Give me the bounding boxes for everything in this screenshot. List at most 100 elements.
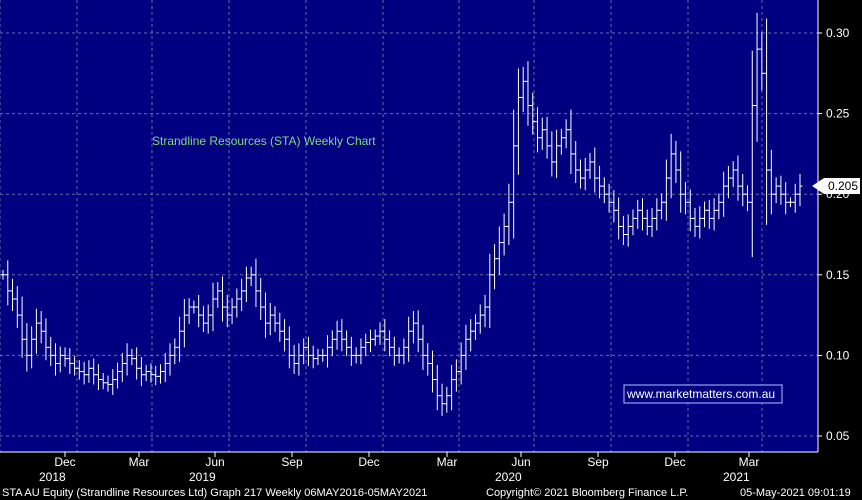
ohlc-bar xyxy=(453,359,459,392)
footer-left: STA AU Equity (Strandline Resources Ltd)… xyxy=(2,487,427,499)
ohlc-bar xyxy=(687,189,693,232)
ohlc-bar xyxy=(520,66,526,112)
ohlc-bar xyxy=(138,357,144,387)
y-tick-label: 0.30 xyxy=(826,26,850,40)
ohlc-bar xyxy=(344,330,350,357)
ohlc-bar xyxy=(434,365,440,411)
ohlc-bar xyxy=(573,141,579,183)
ohlc-bar xyxy=(291,344,297,374)
ohlc-bar xyxy=(382,319,388,352)
ohlc-bar xyxy=(367,329,373,353)
ohlc-bar xyxy=(396,347,402,364)
ohlc-bar xyxy=(501,213,507,256)
ohlc-bar xyxy=(692,207,698,237)
ohlc-bar xyxy=(186,298,192,324)
ohlc-bar xyxy=(19,296,25,358)
ohlc-bar xyxy=(592,147,598,193)
ohlc-bar xyxy=(749,50,755,258)
ohlc-bar xyxy=(649,207,655,237)
ohlc-bar xyxy=(119,352,125,382)
ohlc-bar xyxy=(778,175,784,205)
ohlc-bar xyxy=(205,304,211,334)
ohlc-bar xyxy=(682,182,688,215)
ohlc-bar xyxy=(277,312,283,342)
ohlc-bar xyxy=(620,215,626,245)
ohlc-bar xyxy=(43,318,49,361)
ohlc-bar xyxy=(167,343,173,376)
ohlc-bar xyxy=(52,343,58,376)
ohlc-bar xyxy=(644,209,650,236)
ohlc-bar xyxy=(29,326,35,369)
ohlc-bar xyxy=(196,294,202,328)
ohlc-bar xyxy=(678,151,684,213)
ohlc-bar xyxy=(286,326,292,369)
ohlc-bar xyxy=(76,360,82,380)
ohlc-bar xyxy=(172,338,178,365)
ohlc-bar xyxy=(640,198,646,231)
ohlc-bar xyxy=(711,198,717,231)
ohlc-bar xyxy=(663,159,669,221)
ohlc-bar xyxy=(420,324,426,370)
ohlc-bar xyxy=(496,226,502,275)
ohlc-bar xyxy=(243,266,249,303)
ohlc-bar xyxy=(544,116,550,159)
ohlc-bar xyxy=(129,348,135,366)
ohlc-bar xyxy=(220,276,226,322)
ohlc-bar xyxy=(487,253,493,328)
ohlc-bar xyxy=(334,320,340,350)
ohlc-bar xyxy=(310,345,316,369)
x-year-label: 2018 xyxy=(39,470,66,484)
ohlc-bar xyxy=(124,343,130,376)
x-month-label: Sep xyxy=(281,455,303,469)
ohlc-bar xyxy=(654,198,660,231)
ohlc-bar xyxy=(783,182,789,215)
ohlc-bar xyxy=(702,201,708,228)
ohlc-bar xyxy=(377,322,383,345)
x-year-label: 2019 xyxy=(189,470,216,484)
x-year-label: 2020 xyxy=(495,470,522,484)
y-tick-label: 0.25 xyxy=(826,107,850,121)
ohlc-bar xyxy=(506,183,512,245)
ohlc-bar xyxy=(315,348,321,366)
ohlc-bar xyxy=(659,193,665,220)
chart-title: Strandline Resources (STA) Weekly Chart xyxy=(152,134,376,148)
ohlc-bar xyxy=(239,278,245,312)
ohlc-bar xyxy=(530,92,536,135)
ohlc-bar xyxy=(635,199,641,229)
ohlc-bar xyxy=(14,286,20,328)
x-month-label: Jun xyxy=(205,455,224,469)
ohlc-bar xyxy=(391,336,397,366)
ohlc-bar xyxy=(262,292,268,338)
y-tick-label: 0.10 xyxy=(826,348,850,362)
ohlc-bar xyxy=(224,294,230,328)
ohlc-bar xyxy=(444,386,450,413)
ohlc-bar xyxy=(735,155,741,201)
ohlc-bar xyxy=(425,343,431,376)
last-price-label: 0.205 xyxy=(828,179,858,193)
ohlc-bar xyxy=(115,362,121,389)
ohlc-bar xyxy=(468,319,474,352)
ohlc-bar xyxy=(525,61,531,126)
ohlc-bar xyxy=(773,177,779,204)
ohlc-bar xyxy=(725,165,731,199)
ohlc-bar xyxy=(697,206,703,239)
ohlc-bar xyxy=(630,209,636,236)
ohlc-bar xyxy=(339,319,345,352)
ohlc-bar xyxy=(492,244,498,290)
ohlc-bar xyxy=(515,68,521,175)
ohlc-bar xyxy=(215,282,221,308)
ohlc-bar xyxy=(797,174,803,207)
ohlc-bar xyxy=(296,343,302,376)
ohlc-bar xyxy=(153,365,159,386)
ohlc-bar xyxy=(363,333,369,357)
x-month-label: Jun xyxy=(511,455,530,469)
ohlc-bar xyxy=(577,159,583,189)
watermark-box: www.marketmatters.com.au xyxy=(623,384,783,404)
ohlc-bar xyxy=(549,131,555,177)
ohlc-bar xyxy=(72,356,78,376)
ohlc-bar xyxy=(792,183,798,213)
ohlc-bar xyxy=(325,335,331,368)
ohlc-bar xyxy=(401,338,407,365)
